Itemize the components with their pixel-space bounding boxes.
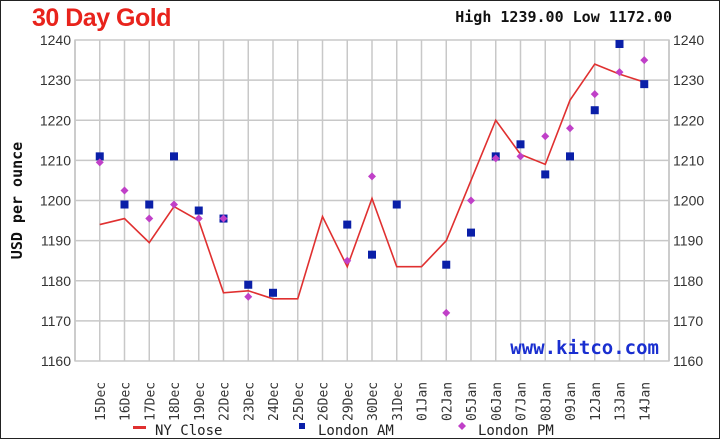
london-pm-point bbox=[170, 200, 178, 209]
london-am-point bbox=[442, 260, 451, 269]
london-am-point bbox=[269, 288, 277, 297]
y-tick-label-left: 1220 bbox=[40, 112, 71, 128]
london-pm-point bbox=[244, 292, 253, 301]
london-am-point bbox=[615, 40, 624, 49]
legend-label: London PM bbox=[478, 423, 554, 439]
london-pm-point bbox=[343, 256, 352, 265]
london-pm-point bbox=[219, 214, 228, 223]
chart-title: 30 Day Gold bbox=[32, 4, 172, 32]
y-tick-label-left: 1240 bbox=[40, 32, 71, 48]
london-am-point bbox=[590, 106, 599, 115]
london-pm-point bbox=[491, 154, 500, 163]
y-tick-label-right: 1220 bbox=[673, 112, 704, 128]
x-tick-label: 31Dec bbox=[391, 382, 406, 421]
x-tick-label: 14Jan bbox=[638, 382, 653, 421]
y-tick-label-left: 1170 bbox=[41, 313, 71, 329]
london-pm-point bbox=[95, 158, 104, 167]
x-tick-label: 25Dec bbox=[292, 382, 307, 421]
london-am-point bbox=[392, 200, 401, 209]
y-axis-label: USD per ounce bbox=[8, 142, 26, 259]
y-tick-label-left: 1200 bbox=[40, 193, 71, 209]
y-tick-label-left: 1190 bbox=[41, 233, 71, 249]
legend-label: NY Close bbox=[155, 423, 222, 439]
london-am-point bbox=[640, 80, 649, 89]
london-am-point bbox=[95, 152, 104, 161]
x-tick-label: 01Jan bbox=[416, 382, 431, 421]
london-am-point bbox=[170, 152, 178, 161]
legend-label: London AM bbox=[318, 423, 394, 439]
london-pm-point bbox=[615, 68, 624, 77]
x-tick-label: 23Dec bbox=[242, 382, 257, 421]
legend-ny-close-swatch bbox=[133, 426, 146, 429]
x-tick-label: 12Jan bbox=[589, 382, 604, 421]
london-pm-point bbox=[566, 124, 574, 133]
x-tick-label: 24Dec bbox=[267, 382, 282, 421]
x-tick-label: 26Dec bbox=[317, 382, 332, 421]
y-tick-label-right: 1240 bbox=[673, 32, 704, 48]
x-tick-label: 30Dec bbox=[366, 382, 381, 421]
london-pm-point bbox=[640, 56, 649, 65]
london-am-point bbox=[194, 206, 203, 215]
high-low-summary: High 1239.00 Low 1172.00 bbox=[455, 8, 672, 26]
london-pm-point bbox=[590, 90, 599, 99]
x-tick-label: 17Dec bbox=[143, 382, 158, 421]
london-am-point bbox=[120, 200, 129, 209]
x-tick-label: 13Jan bbox=[614, 382, 629, 421]
y-tick-label-right: 1190 bbox=[673, 233, 703, 249]
y-tick-label-right: 1180 bbox=[673, 273, 703, 289]
x-tick-label: 08Jan bbox=[539, 382, 554, 421]
x-tick-label: 06Jan bbox=[490, 382, 505, 421]
x-tick-label: 05Jan bbox=[465, 382, 480, 421]
y-tick-label-right: 1170 bbox=[673, 313, 703, 329]
london-am-point bbox=[566, 152, 574, 161]
y-tick-label-left: 1180 bbox=[41, 273, 71, 289]
y-tick-label-left: 1230 bbox=[40, 72, 71, 88]
y-tick-label-right: 1230 bbox=[673, 72, 704, 88]
x-tick-label: 02Jan bbox=[440, 382, 455, 421]
x-tick-label: 18Dec bbox=[168, 382, 183, 421]
x-tick-label: 07Jan bbox=[515, 382, 530, 421]
london-am-point bbox=[244, 280, 253, 289]
legend-london-pm-swatch bbox=[458, 422, 466, 430]
legend-london-am-swatch bbox=[299, 423, 305, 429]
y-tick-label-left: 1210 bbox=[40, 152, 71, 168]
london-pm-point bbox=[194, 214, 203, 223]
x-tick-label: 19Dec bbox=[193, 382, 208, 421]
ny-close-line bbox=[99, 63, 645, 300]
london-am-point bbox=[343, 220, 352, 229]
london-am-point bbox=[467, 228, 475, 237]
x-tick-label: 09Jan bbox=[564, 382, 579, 421]
london-pm-point bbox=[368, 172, 376, 181]
y-tick-label-right: 1160 bbox=[673, 353, 703, 369]
london-pm-point bbox=[120, 186, 129, 195]
x-tick-label: 29Dec bbox=[341, 382, 356, 421]
london-pm-point bbox=[145, 214, 154, 223]
y-tick-label-right: 1210 bbox=[673, 152, 704, 168]
london-pm-point bbox=[467, 196, 475, 205]
london-am-point bbox=[541, 170, 550, 179]
london-pm-point bbox=[442, 308, 451, 317]
x-tick-label: 22Dec bbox=[218, 382, 233, 421]
london-pm-point bbox=[541, 132, 550, 141]
london-am-point bbox=[368, 250, 376, 259]
london-pm-point bbox=[516, 152, 525, 161]
london-am-point bbox=[516, 140, 525, 149]
london-am-point bbox=[145, 200, 154, 209]
x-tick-label: 16Dec bbox=[119, 382, 134, 421]
kitco-watermark: www.kitco.com bbox=[510, 337, 659, 359]
y-tick-label-right: 1200 bbox=[673, 193, 704, 209]
y-tick-label-left: 1160 bbox=[41, 353, 71, 369]
x-tick-label: 15Dec bbox=[94, 382, 109, 421]
